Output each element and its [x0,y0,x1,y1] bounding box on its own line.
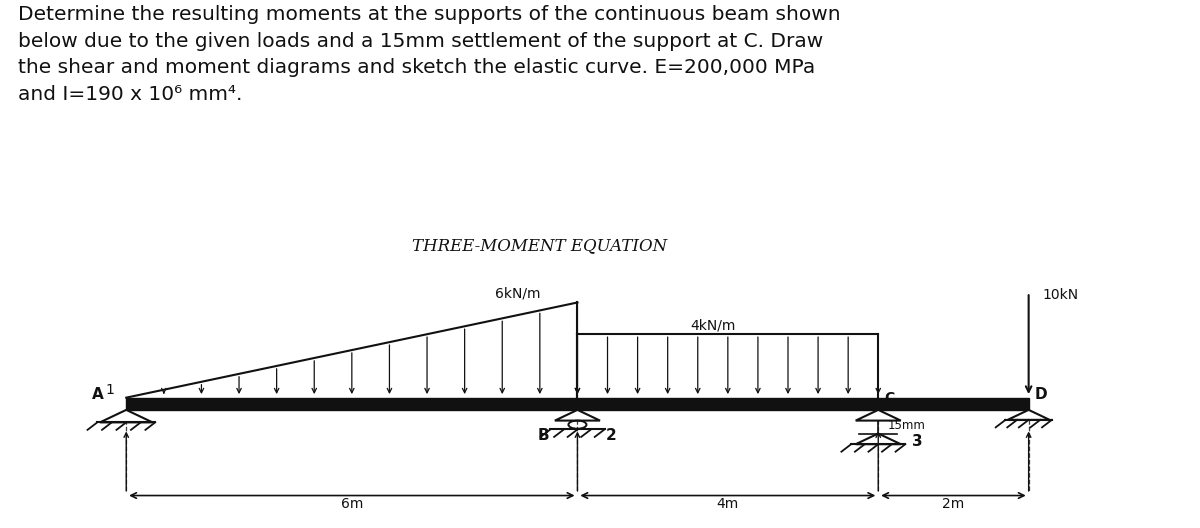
Text: C: C [884,391,894,405]
Text: 2: 2 [606,428,617,443]
Text: 6m: 6m [341,497,364,512]
Text: 10kN: 10kN [1042,288,1079,302]
Text: 15mm: 15mm [887,419,925,431]
Text: Determine the resulting moments at the supports of the continuous beam shown
bel: Determine the resulting moments at the s… [18,5,841,104]
Polygon shape [856,433,901,444]
Polygon shape [100,410,152,422]
Text: B: B [538,428,548,443]
Polygon shape [1008,410,1050,420]
Bar [126,398,1028,410]
Text: 2m: 2m [942,497,965,512]
Text: THREE-MOMENT EQUATION: THREE-MOMENT EQUATION [413,237,667,254]
Text: D: D [1034,387,1048,402]
Text: 1: 1 [106,383,114,397]
Polygon shape [856,410,901,421]
Text: 4kN/m: 4kN/m [690,318,736,332]
Text: 4m: 4m [716,497,739,512]
Polygon shape [554,410,600,421]
Text: A: A [92,387,103,402]
Text: 6kN/m: 6kN/m [494,286,540,300]
Text: 3: 3 [912,433,923,449]
